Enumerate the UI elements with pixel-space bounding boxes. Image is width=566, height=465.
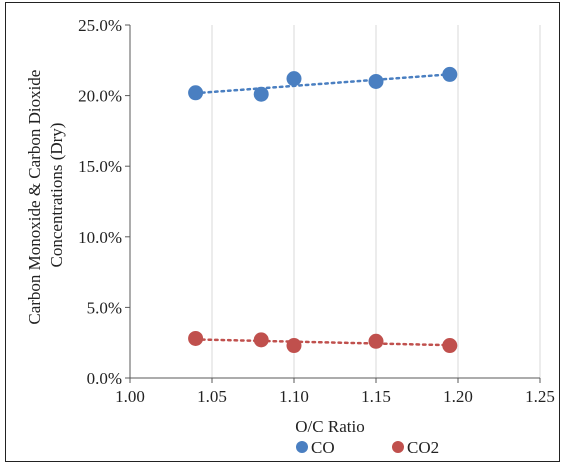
y-axis-label-line-1: Carbon Monoxide & Carbon Dioxide <box>25 70 44 325</box>
point-co <box>442 66 458 82</box>
x-tick-label: 1.05 <box>197 387 227 406</box>
y-tick-label: 20.0% <box>78 87 122 106</box>
point-co <box>253 86 269 102</box>
point-co2 <box>368 333 384 349</box>
data-points <box>188 66 458 354</box>
y-axis-label-line-2: Concentrations (Dry) <box>47 123 66 268</box>
y-tick-label: 25.0% <box>78 16 122 35</box>
point-co2 <box>188 330 204 346</box>
point-co2 <box>442 338 458 354</box>
y-tick-label: 5.0% <box>87 298 122 317</box>
point-co <box>368 73 384 89</box>
x-axis-label: O/C Ratio <box>295 417 364 436</box>
x-tick-label: 1.25 <box>525 387 555 406</box>
chart-frame <box>5 2 560 462</box>
y-tick-label: 15.0% <box>78 157 122 176</box>
x-tick-label: 1.00 <box>115 387 145 406</box>
y-axis-label: Carbon Monoxide & Carbon Dioxide Concent… <box>25 65 66 324</box>
legend-marker-co <box>296 441 308 453</box>
x-tick-label: 1.20 <box>443 387 473 406</box>
y-tick-label: 10.0% <box>78 228 122 247</box>
point-co2 <box>286 338 302 354</box>
legend-marker-co2 <box>392 441 404 453</box>
point-co <box>286 71 302 87</box>
x-tick-label: 1.10 <box>279 387 309 406</box>
x-tick-label: 1.15 <box>361 387 391 406</box>
legend-label-co: CO <box>311 438 335 457</box>
trendlines <box>194 73 452 347</box>
y-tick-label: 0.0% <box>87 369 122 388</box>
legend-label-co2: CO2 <box>407 438 439 457</box>
point-co <box>188 85 204 101</box>
trendline-co <box>194 73 452 95</box>
axes <box>125 24 541 383</box>
tick-labels: 0.0% 5.0% 10.0% 15.0% 20.0% 25.0% 1.00 1.05 1.10… <box>78 16 555 406</box>
legend: CO CO2 <box>296 438 439 457</box>
trendline-co2 <box>194 338 452 347</box>
point-co2 <box>253 332 269 348</box>
